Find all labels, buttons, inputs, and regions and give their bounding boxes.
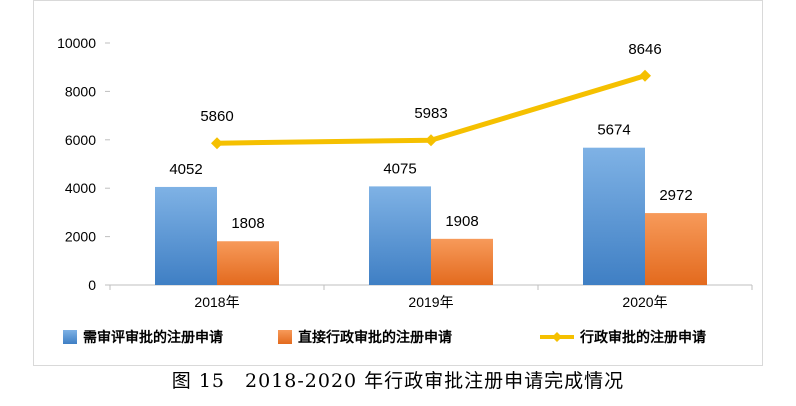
line-point xyxy=(639,69,651,82)
line-data-label: 5983 xyxy=(414,105,447,122)
bar xyxy=(155,186,217,285)
bar-data-label: 4052 xyxy=(169,161,202,178)
bar xyxy=(217,241,279,285)
legend-marker xyxy=(552,332,562,342)
legend-swatch xyxy=(63,330,77,344)
y-axis: 0 2000 4000 6000 8000 10000 xyxy=(57,35,110,293)
bar xyxy=(583,147,645,285)
bar xyxy=(369,186,431,285)
legend-swatch xyxy=(278,330,292,344)
bar-series xyxy=(155,147,707,285)
figure-caption: 图 15 2018-2020 年行政审批注册申请完成情况 xyxy=(171,370,625,392)
y-tick-label: 6000 xyxy=(65,132,96,148)
line-point xyxy=(211,137,223,150)
x-tick-label: 2018年 xyxy=(194,294,239,310)
bar-data-label: 1808 xyxy=(231,215,264,232)
legend-label: 行政审批的注册申请 xyxy=(579,329,706,346)
bar xyxy=(645,213,707,285)
y-tick-label: 8000 xyxy=(65,83,96,99)
line-data-label: 8646 xyxy=(628,41,661,58)
legend-item: 直接行政审批的注册申请 xyxy=(278,329,452,346)
x-axis: 2018年 2019年 2020年 xyxy=(109,285,753,310)
bar xyxy=(431,238,493,285)
y-tick-label: 2000 xyxy=(65,229,96,245)
y-tick-label: 0 xyxy=(88,277,96,293)
x-tick-label: 2019年 xyxy=(408,294,453,310)
bar-data-label: 2972 xyxy=(659,187,692,204)
y-tick-label: 4000 xyxy=(65,180,96,196)
line-point xyxy=(425,134,437,147)
line-data-label: 5860 xyxy=(200,108,233,125)
line-series xyxy=(211,69,651,150)
bar-data-label: 1908 xyxy=(445,213,478,230)
legend-label: 需审评审批的注册申请 xyxy=(83,329,223,346)
data-labels: 4052 4075 5674 1808 1908 2972 5860 5983 8646 xyxy=(169,41,692,232)
bar-data-label: 4075 xyxy=(383,160,416,177)
x-tick-label: 2020年 xyxy=(622,294,667,310)
legend-item: 需审评审批的注册申请 xyxy=(63,329,223,346)
bar-data-label: 5674 xyxy=(597,122,630,139)
legend: 需审评审批的注册申请 直接行政审批的注册申请 行政审批的注册申请 xyxy=(63,329,706,346)
chart: 0 2000 4000 6000 8000 10000 2018年 2019年 2020年 4… xyxy=(33,0,763,366)
y-tick-label: 10000 xyxy=(57,35,96,51)
legend-label: 直接行政审批的注册申请 xyxy=(298,329,452,346)
legend-item: 行政审批的注册申请 xyxy=(540,329,706,346)
